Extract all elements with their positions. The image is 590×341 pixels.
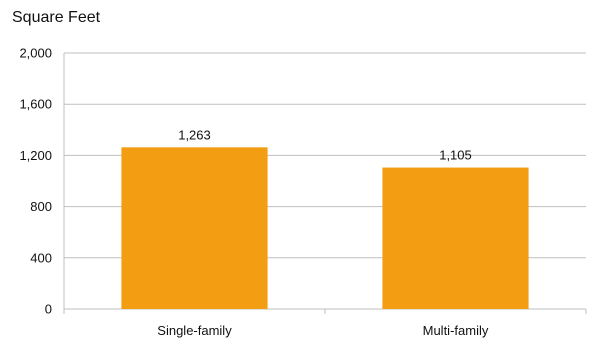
data-label: 1,105 xyxy=(439,148,472,163)
y-tick-label: 0 xyxy=(45,302,52,317)
y-tick-label: 1,600 xyxy=(19,97,52,112)
y-tick-label: 400 xyxy=(30,250,52,265)
chart-title: Square Feet xyxy=(12,9,101,26)
x-tick-label: Multi-family xyxy=(423,323,489,338)
data-label: 1,263 xyxy=(178,127,211,142)
bar xyxy=(382,167,529,309)
y-tick-label: 800 xyxy=(30,199,52,214)
y-tick-label: 2,000 xyxy=(19,46,52,61)
bar xyxy=(121,147,268,309)
y-tick-label: 1,200 xyxy=(19,148,52,163)
x-tick-label: Single-family xyxy=(157,323,232,338)
